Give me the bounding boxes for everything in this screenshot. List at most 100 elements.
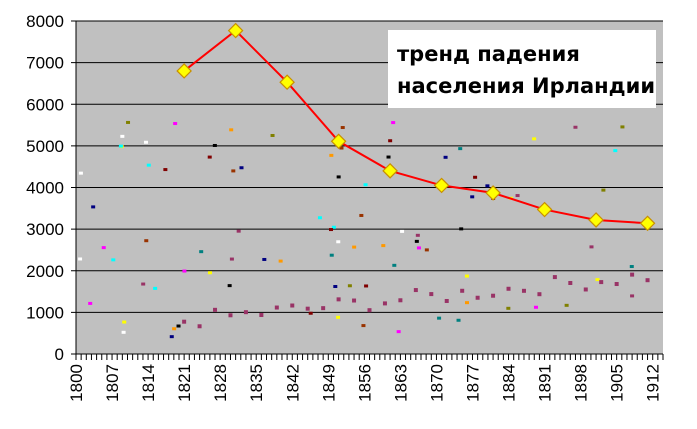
noise-mark <box>589 245 594 249</box>
noise-mark <box>630 272 635 277</box>
x-tick-label: 1814 <box>139 364 158 402</box>
noise-mark <box>317 216 322 220</box>
noise-mark <box>537 292 542 297</box>
noise-mark <box>141 282 146 286</box>
scatter-noise <box>78 120 650 339</box>
x-tick-label: 1912 <box>644 364 663 402</box>
noise-mark <box>212 143 217 147</box>
noise-mark <box>173 122 178 126</box>
noise-mark <box>456 318 461 322</box>
noise-mark <box>340 126 345 130</box>
noise-mark <box>613 149 618 153</box>
noise-mark <box>533 305 538 309</box>
data-point-marker <box>176 63 192 79</box>
noise-mark <box>475 295 480 300</box>
y-tick-label: 4000 <box>26 179 64 198</box>
noise-mark <box>163 168 168 172</box>
noise-mark <box>359 213 364 217</box>
y-tick-label: 7000 <box>26 54 64 73</box>
noise-mark <box>352 245 357 249</box>
noise-mark <box>229 257 234 261</box>
noise-mark <box>614 282 619 287</box>
noise-mark <box>329 228 334 232</box>
noise-mark <box>229 128 234 132</box>
y-tick-label: 3000 <box>26 220 64 239</box>
noise-mark <box>521 288 526 293</box>
noise-mark <box>329 253 334 257</box>
noise-mark <box>601 188 606 192</box>
noise-mark <box>278 259 283 263</box>
x-tick-labels: 1800 1807 1814 1821 1828 1835 1842 1849 1856 1863… <box>67 354 664 402</box>
noise-mark <box>122 320 127 324</box>
data-point-marker <box>279 74 295 91</box>
noise-mark <box>101 246 106 250</box>
noise-mark <box>347 284 352 288</box>
data-point-marker <box>382 163 398 179</box>
noise-mark <box>176 324 181 328</box>
data-point-marker <box>433 177 450 194</box>
x-tick-label: 1821 <box>175 364 194 402</box>
x-tick-label: 1863 <box>391 364 410 402</box>
noise-mark <box>88 301 93 305</box>
x-tick-label: 1856 <box>355 364 374 402</box>
noise-mark <box>239 166 244 170</box>
noise-mark <box>120 134 125 138</box>
noise-mark <box>143 140 148 144</box>
noise-mark <box>121 330 126 334</box>
noise-mark <box>207 155 212 159</box>
noise-mark <box>381 244 386 248</box>
noise-mark <box>413 288 418 293</box>
noise-mark <box>259 313 264 318</box>
trend-line <box>183 29 648 225</box>
noise-mark <box>629 265 634 269</box>
y-tick-label: 8000 <box>26 12 64 31</box>
x-tick-label: 1891 <box>536 364 555 402</box>
noise-mark <box>208 271 213 275</box>
annotation-line-2: населения Ирландии <box>397 74 655 98</box>
noise-mark <box>182 319 187 324</box>
x-tick-label: 1849 <box>319 364 338 402</box>
noise-mark <box>443 155 448 159</box>
noise-mark <box>91 205 96 209</box>
noise-mark <box>564 303 569 307</box>
y-tick-label: 0 <box>55 345 64 364</box>
data-point-marker <box>485 185 501 201</box>
noise-mark <box>213 307 218 312</box>
annotation-box <box>388 30 656 108</box>
noise-mark <box>199 250 204 254</box>
noise-mark <box>172 327 177 331</box>
noise-mark <box>458 147 463 151</box>
data-point-marker <box>227 22 244 39</box>
y-tick-label: 6000 <box>26 95 64 114</box>
noise-mark <box>386 155 391 159</box>
noise-mark <box>573 125 578 129</box>
noise-mark <box>290 303 295 308</box>
noise-mark <box>364 284 369 288</box>
noise-mark <box>333 285 338 289</box>
data-point-marker <box>330 133 347 150</box>
noise-mark <box>515 194 520 198</box>
noise-mark <box>236 229 241 233</box>
noise-mark <box>329 153 334 157</box>
noise-mark <box>169 335 174 339</box>
noise-mark <box>382 301 387 306</box>
data-point-marker <box>639 215 656 232</box>
trend-series <box>176 22 656 232</box>
noise-mark <box>228 313 233 318</box>
x-tick-label: 1877 <box>463 364 482 402</box>
noise-mark <box>620 125 625 129</box>
noise-mark <box>243 310 248 315</box>
noise-mark <box>336 240 341 244</box>
noise-mark <box>429 292 434 297</box>
noise-mark <box>321 306 326 311</box>
noise-mark <box>361 324 366 328</box>
noise-mark <box>437 316 442 320</box>
noise-mark <box>388 139 393 143</box>
noise-mark <box>111 258 116 262</box>
noise-mark <box>391 121 396 125</box>
noise-mark <box>460 288 465 293</box>
noise-mark <box>363 183 368 187</box>
noise-mark <box>339 146 344 150</box>
x-tick-label: 1835 <box>247 364 266 402</box>
